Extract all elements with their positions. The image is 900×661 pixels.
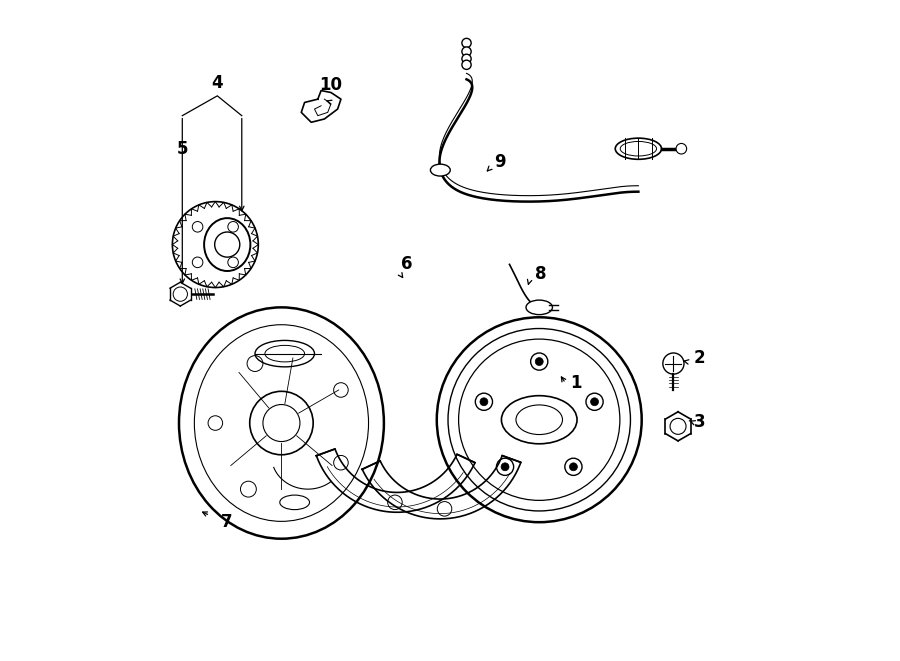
Circle shape — [570, 463, 578, 471]
Text: 1: 1 — [570, 374, 581, 393]
Text: 6: 6 — [401, 255, 413, 274]
Ellipse shape — [430, 164, 450, 176]
Text: 7: 7 — [220, 513, 232, 531]
Circle shape — [536, 358, 544, 366]
Text: 4: 4 — [212, 73, 223, 92]
Circle shape — [501, 463, 509, 471]
Text: 2: 2 — [694, 349, 706, 368]
Ellipse shape — [204, 218, 250, 271]
Text: 5: 5 — [176, 139, 188, 158]
Circle shape — [462, 38, 472, 48]
Text: 3: 3 — [694, 412, 706, 431]
Circle shape — [462, 60, 472, 69]
Text: 8: 8 — [536, 265, 547, 284]
Circle shape — [462, 54, 472, 63]
Ellipse shape — [526, 300, 553, 315]
Circle shape — [480, 398, 488, 406]
Text: 10: 10 — [320, 75, 343, 94]
Ellipse shape — [616, 138, 662, 159]
Circle shape — [462, 47, 472, 56]
Text: 9: 9 — [494, 153, 506, 171]
Circle shape — [590, 398, 598, 406]
Circle shape — [676, 143, 687, 154]
